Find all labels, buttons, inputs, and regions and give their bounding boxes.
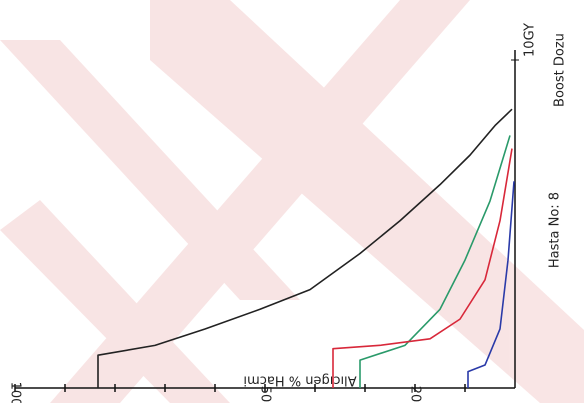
dvh-line [332,148,513,388]
y-tick-label: 10GY [523,23,538,57]
watermark-band [50,0,470,403]
dvh-line [359,135,511,388]
x-tick-label: 100 [8,382,23,403]
dvh-line [97,108,513,388]
watermark-band [0,200,230,403]
dvh-line [467,181,515,388]
watermark-band [150,0,584,403]
x-tick-label: 50 [258,386,273,403]
x-axis-label: Alıcıgen % Hacmi [243,373,356,388]
y-axis-label: Boost Dozu [553,33,568,107]
x-tick-label: 20 [408,386,423,403]
chart-title: Hasta No: 8 [548,192,563,268]
